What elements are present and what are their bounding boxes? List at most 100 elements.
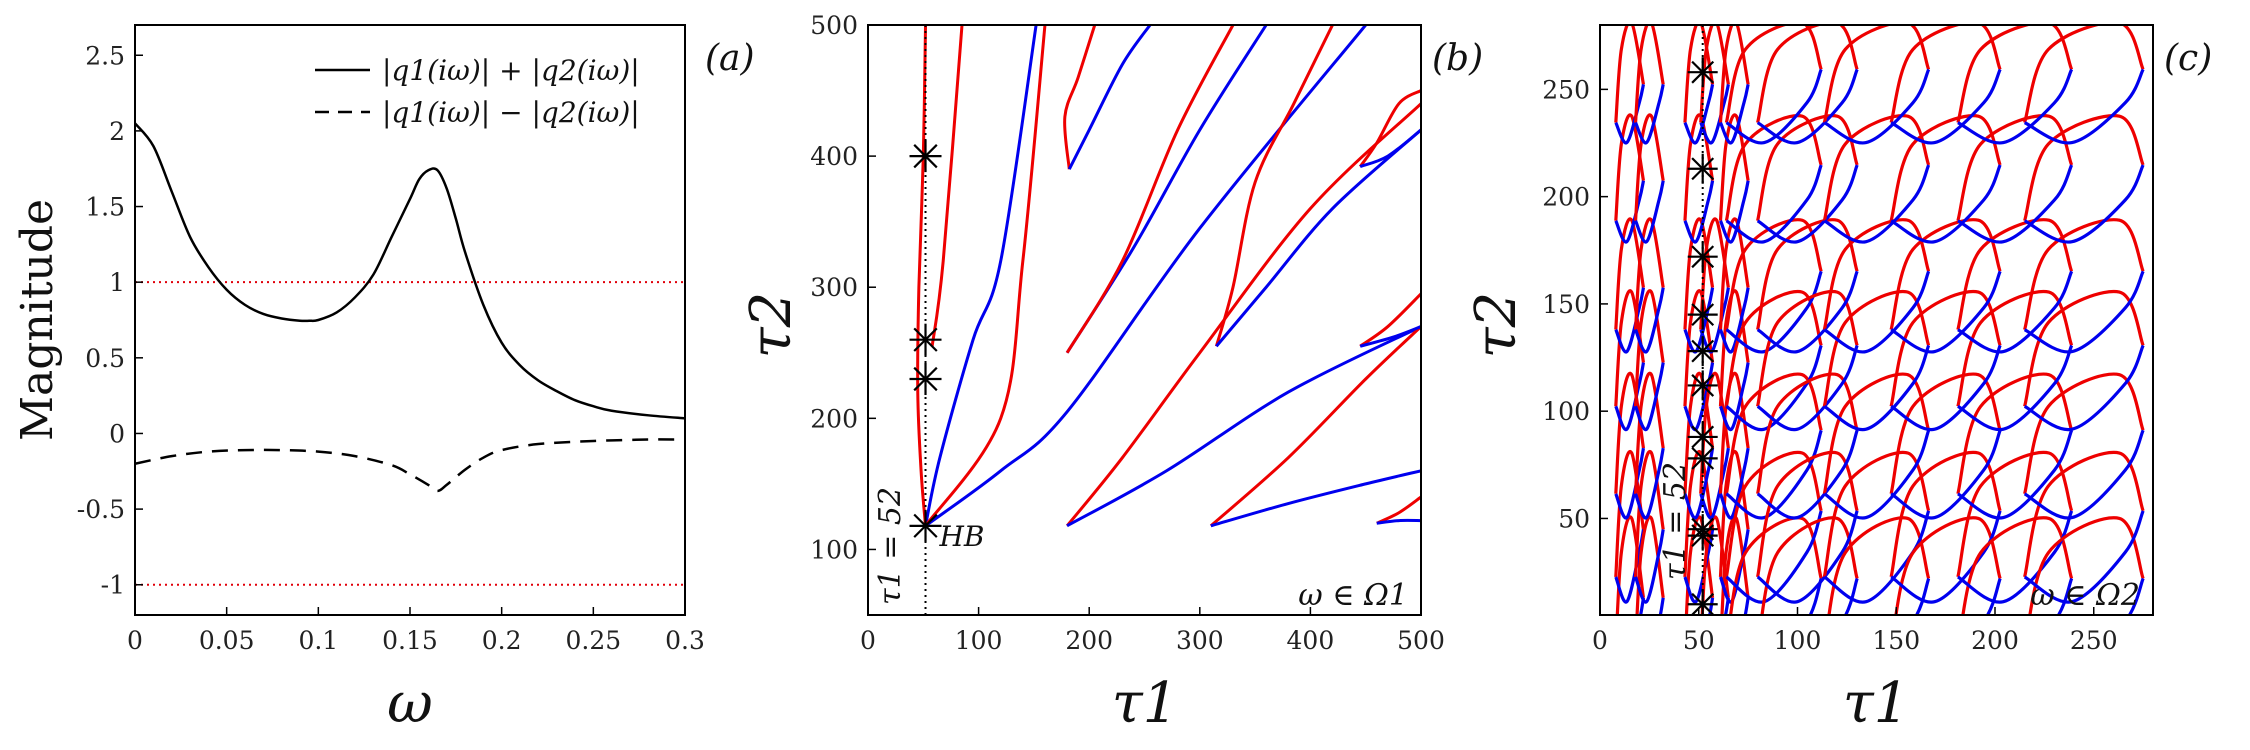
blue-loop-arc — [1614, 287, 1646, 354]
blue-loop-arc — [2023, 164, 2145, 244]
panel-a-label: (a) — [705, 38, 755, 79]
blue-loop-arc — [1957, 429, 2074, 520]
x-tick-label: 0.15 — [382, 626, 438, 655]
blue-branch-curve — [1066, 325, 1421, 528]
red-loop-arc — [1683, 289, 1715, 407]
blue-loop-arc — [1725, 510, 1823, 604]
red-loop-arc — [1822, 289, 1931, 407]
blue-loop-arc — [1756, 270, 1859, 354]
red-loop-arc — [1683, 449, 1715, 578]
red-branch-curve — [1065, 25, 1235, 354]
y-tick-label: 200 — [810, 404, 858, 433]
star-marker-stroke — [1691, 425, 1715, 449]
red-loop-arc — [1633, 289, 1665, 407]
blue-loop-arc — [1890, 68, 2002, 145]
red-loop-arc — [1728, 516, 1823, 615]
blue-loop-arc — [1823, 429, 1931, 520]
red-branch-curve — [1214, 25, 1334, 347]
red-branch-curve — [1065, 102, 1421, 527]
star-marker-stroke — [1691, 245, 1715, 269]
red-loop-arc — [1956, 450, 2074, 578]
y-tick-label: 100 — [810, 535, 858, 564]
red-loop-arc — [1614, 25, 1646, 123]
red-loop-arc — [1699, 217, 1730, 330]
panel-b-frame — [867, 24, 1422, 616]
red-branch-curve — [930, 25, 964, 347]
red-loop-arc — [1956, 25, 2074, 124]
panel-c-region-label: ω ∈ Ω2 — [2030, 578, 2140, 613]
panel-a-frame — [134, 24, 686, 616]
red-loop-arc — [1956, 372, 2074, 495]
blue-loop-arc — [1719, 84, 1750, 145]
panel-a-legend: |q1(iω)| + |q2(iω)| |q1(iω)| − |q2(iω)| — [315, 54, 640, 129]
red-loop-arc — [1827, 516, 1931, 615]
y-tick-label: 150 — [1542, 290, 1590, 319]
blue-loop-arc — [1699, 287, 1730, 354]
star-marker-stroke — [913, 144, 938, 169]
x-tick-label: 0.05 — [199, 626, 255, 655]
y-tick-label: 0.5 — [85, 344, 125, 373]
blue-loop-arc — [1756, 429, 1859, 520]
x-tick-label: 0.1 — [298, 626, 338, 655]
panel-c-xlabel: τ1 — [1843, 671, 1910, 736]
blue-loop-arc — [1614, 362, 1646, 432]
blue-loop-arc — [1957, 344, 2074, 432]
red-loop-arc — [1724, 218, 1823, 331]
blue-loop-arc — [1743, 597, 1750, 615]
x-tick-label: 300 — [1176, 626, 1224, 655]
blue-loop-arc — [1823, 68, 1931, 145]
blue-loop-arc — [1957, 164, 2074, 244]
blue-loop-arc — [1957, 270, 2074, 354]
blue-loop-arc — [1725, 164, 1823, 244]
star-marker-stroke — [913, 366, 938, 392]
red-loop-arc — [1633, 25, 1665, 123]
y-tick-label: 400 — [810, 142, 858, 171]
star-marker-stroke — [1691, 446, 1715, 470]
blue-loop-arc — [1725, 429, 1823, 520]
blue-loop-arc — [1699, 447, 1730, 520]
x-tick-label: 0 — [127, 626, 143, 655]
star-marker-stroke — [913, 327, 938, 352]
blue-loop-arc — [1718, 529, 1750, 604]
red-loop-arc — [1718, 25, 1750, 123]
blue-branch-curve — [1359, 128, 1421, 169]
red-loop-arc — [1889, 450, 2002, 578]
blue-loop-arc — [1985, 577, 2002, 615]
blue-loop-arc — [2023, 344, 2145, 432]
x-tick-label: 200 — [1971, 626, 2019, 655]
blue-loop-arc — [1614, 84, 1646, 145]
blue-loop-arc — [2127, 577, 2145, 615]
x-tick-label: 200 — [1065, 626, 1113, 655]
blue-loop-arc — [2023, 429, 2145, 520]
blue-loop-arc — [1756, 68, 1859, 145]
x-tick-label: 0 — [860, 626, 876, 655]
y-tick-label: 50 — [1558, 504, 1590, 533]
y-tick-label: 1.5 — [85, 193, 125, 222]
red-loop-arc — [2023, 450, 2145, 578]
blue-loop-arc — [1723, 597, 1730, 615]
blue-loop-arc — [1890, 270, 2002, 354]
red-loop-arc — [1614, 217, 1646, 330]
red-loop-arc — [1724, 25, 1823, 124]
red-loop-arc — [1894, 516, 2002, 615]
panel-a-ylabel: Magnitude — [12, 199, 63, 441]
panel-a-xlabel: ω — [387, 671, 433, 736]
red-loop-arc — [1633, 449, 1665, 578]
blue-loop-arc — [1634, 84, 1665, 145]
red-loop-arc — [1699, 25, 1730, 123]
panel-c: 0 50 100 150 200 250 50 100 150 200 250 (c) τ2 τ1 … — [1464, 24, 2212, 736]
blue-loop-arc — [1718, 362, 1750, 432]
red-loop-arc — [1956, 114, 2074, 222]
x-tick-label: 0.3 — [665, 626, 705, 655]
blue-loop-arc — [2023, 68, 2145, 145]
x-tick-label: 50 — [1683, 626, 1715, 655]
red-loop-arc — [2023, 114, 2145, 222]
blue-loop-arc — [1890, 164, 2002, 244]
y-tick-label: -1 — [101, 571, 125, 600]
blue-loop-arc — [1823, 270, 1931, 354]
x-tick-label: 0.25 — [565, 626, 621, 655]
blue-branch-curve — [1376, 518, 1421, 525]
blue-loop-arc — [2023, 510, 2145, 604]
blue-loop-arc — [1634, 447, 1665, 520]
